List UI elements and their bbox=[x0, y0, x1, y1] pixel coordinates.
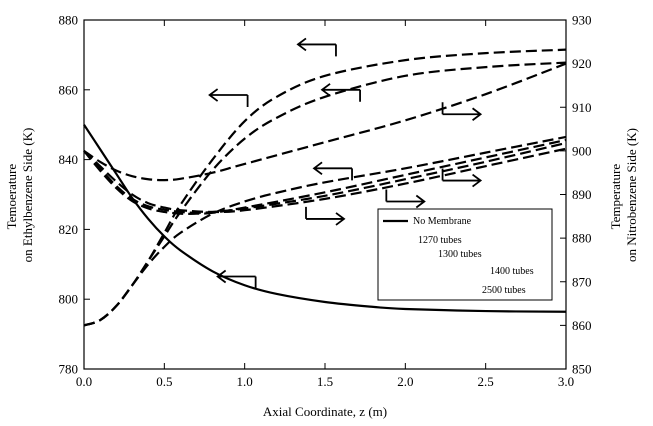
annotation-arrow-left bbox=[320, 83, 361, 102]
y-left-axis-title-line-2: on Ethylbenzene Side (K) bbox=[20, 128, 35, 263]
y-left-tick-label: 780 bbox=[59, 362, 79, 377]
y-right-axis-title-line-1: Temperature bbox=[608, 164, 623, 230]
y-right-tick-label: 870 bbox=[572, 274, 592, 289]
y-left-tick-label: 840 bbox=[59, 152, 79, 167]
y-right-tick-label: 880 bbox=[572, 231, 592, 246]
series-line-1300-tubes-nitrobenzene bbox=[83, 141, 567, 214]
series-line-1270-tubes-nitrobenzene bbox=[83, 138, 567, 215]
x-tick-label: 1.5 bbox=[317, 374, 333, 389]
x-tick-label: 2.5 bbox=[478, 374, 494, 389]
y-right-axis-title: Temperature on Nitrobenzene Side (K) bbox=[608, 128, 639, 262]
y-right-tick-label: 900 bbox=[572, 143, 592, 158]
y-right-tick-label: 860 bbox=[572, 318, 592, 333]
x-tick-label: 1.0 bbox=[237, 374, 253, 389]
y-right-tick-label: 890 bbox=[572, 187, 592, 202]
legend-label-1300-tubes: 1300 tubes bbox=[438, 249, 482, 260]
plot-frame bbox=[83, 19, 567, 370]
annotation-arrow-right bbox=[385, 189, 426, 209]
annotation-arrow-left bbox=[208, 88, 249, 108]
annotation-arrow-right bbox=[441, 168, 483, 188]
y-left-axis-title: Temoerature on Ethylbenzene Side (K) bbox=[4, 128, 35, 263]
y-right-axis-title-line-2: on Nitrobenzene Side (K) bbox=[624, 128, 639, 262]
tick-marks bbox=[83, 19, 567, 370]
legend-box bbox=[377, 208, 553, 301]
y-left-tick-label: 800 bbox=[59, 292, 79, 307]
x-tick-label: 3.0 bbox=[558, 374, 574, 389]
annotation-arrow-left bbox=[216, 269, 257, 289]
x-tick-label: 2.0 bbox=[397, 374, 413, 389]
tick-labels: 0.0 0.5 1.0 1.5 2.0 2.5 3.0 780 800 820 840 860 880 8… bbox=[59, 13, 592, 390]
y-left-axis-title-line-1: Temoerature bbox=[4, 164, 19, 230]
y-right-tick-label: 910 bbox=[572, 100, 592, 115]
series-line-1400-tubes-nitrobenzene bbox=[83, 147, 567, 214]
legend-label-no-membrane: No Membrane bbox=[413, 216, 472, 227]
x-tick-label: 0.0 bbox=[76, 374, 92, 389]
legend-label-2500-tubes: 2500 tubes bbox=[482, 285, 526, 296]
x-tick-label: 0.5 bbox=[156, 374, 172, 389]
annotation-arrow-right bbox=[305, 206, 346, 226]
annotation-arrow-left bbox=[312, 161, 353, 181]
legend: No Membrane 1270 tubes 1300 tubes 1400 t… bbox=[377, 208, 553, 301]
annotation-arrow-left bbox=[296, 37, 337, 57]
annotation-arrows bbox=[208, 37, 483, 289]
y-right-tick-label: 930 bbox=[572, 13, 592, 28]
series-line-2500-tubes bbox=[83, 62, 567, 182]
series-line-1400-tubes bbox=[83, 135, 567, 327]
series-lines bbox=[83, 48, 567, 327]
y-left-tick-label: 820 bbox=[59, 222, 79, 237]
annotation-arrow-right bbox=[441, 102, 483, 121]
x-axis-title: Axial Coordinate, z (m) bbox=[263, 404, 387, 419]
y-left-tick-label: 880 bbox=[59, 13, 79, 28]
legend-label-1270-tubes: 1270 tubes bbox=[418, 235, 462, 246]
series-line-no-membrane bbox=[83, 124, 567, 313]
y-right-tick-label: 850 bbox=[572, 362, 592, 377]
y-right-tick-label: 920 bbox=[572, 56, 592, 71]
legend-label-1400-tubes: 1400 tubes bbox=[490, 266, 534, 277]
y-left-tick-label: 860 bbox=[59, 82, 79, 97]
